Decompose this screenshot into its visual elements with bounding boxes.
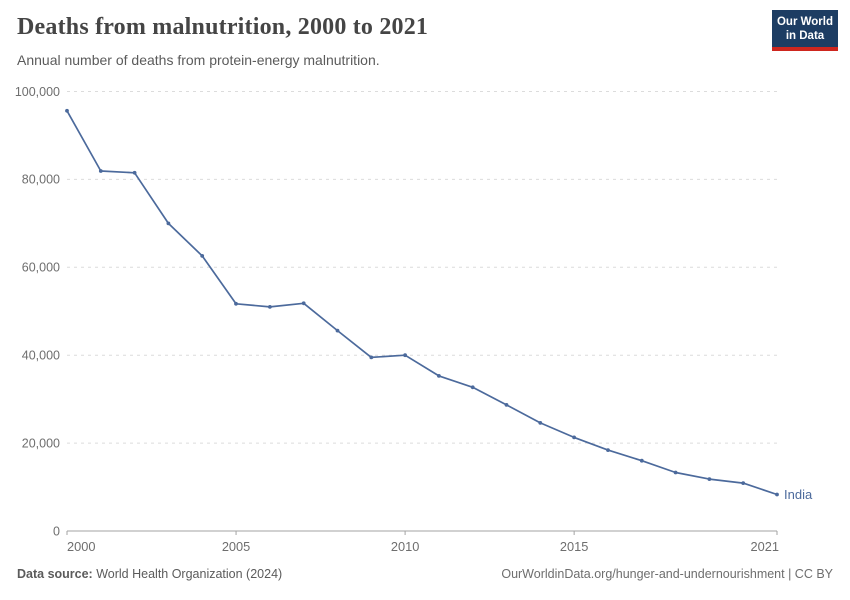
data-point: [707, 477, 712, 481]
data-source-value: World Health Organization (2024): [96, 567, 283, 581]
data-point: [369, 355, 374, 360]
chart-subtitle: Annual number of deaths from protein-ene…: [17, 52, 380, 68]
x-axis-label: 2005: [222, 539, 250, 554]
data-point: [606, 448, 610, 452]
y-axis-label: 100,000: [15, 85, 60, 99]
data-point: [132, 170, 137, 175]
y-axis-label: 40,000: [22, 349, 60, 363]
page-title: Deaths from malnutrition, 2000 to 2021: [17, 14, 429, 40]
series-line: [66, 109, 778, 496]
data-point: [65, 108, 69, 113]
data-source: Data source: World Health Organization (…: [17, 567, 282, 581]
owid-logo: Our World in Data: [772, 10, 838, 51]
owid-logo-line1: Our World: [776, 16, 833, 28]
x-axis-label: 2010: [391, 539, 419, 554]
data-point: [166, 221, 171, 226]
data-point: [538, 421, 543, 425]
data-point: [775, 492, 779, 497]
data-point: [504, 403, 509, 407]
data-point: [403, 353, 407, 358]
plot-area: 0 20,000 40,000 60,000 80,000 100,000 2000 2005…: [0, 80, 850, 555]
owid-logo-line2: in Data: [785, 30, 825, 42]
data-point: [437, 374, 441, 378]
data-point: [741, 481, 746, 485]
data-point: [639, 458, 644, 463]
x-axis-label: 2000: [67, 539, 95, 554]
series-end-label: India: [784, 487, 813, 502]
y-axis-label: 0: [53, 524, 60, 538]
chart-svg: 0 20,000 40,000 60,000 80,000 100,000 2000 2005…: [15, 85, 813, 554]
y-axis-label: 80,000: [22, 173, 60, 187]
data-point: [335, 328, 340, 333]
data-point: [200, 254, 205, 258]
y-axis-label: 60,000: [22, 261, 60, 275]
data-point: [234, 301, 238, 306]
x-axis-label: 2015: [560, 539, 588, 554]
chart-footer: Data source: World Health Organization (…: [17, 567, 833, 581]
data-point: [572, 435, 576, 440]
data-source-label: Data source:: [17, 567, 93, 581]
data-point: [98, 169, 103, 173]
data-point: [673, 470, 678, 475]
license-credit: OurWorldinData.org/hunger-and-undernouri…: [501, 567, 833, 581]
data-point: [268, 305, 272, 309]
x-axis-label: 2021: [751, 539, 779, 554]
y-axis-label: 20,000: [22, 436, 60, 450]
data-point: [470, 385, 475, 390]
data-point: [301, 301, 306, 306]
